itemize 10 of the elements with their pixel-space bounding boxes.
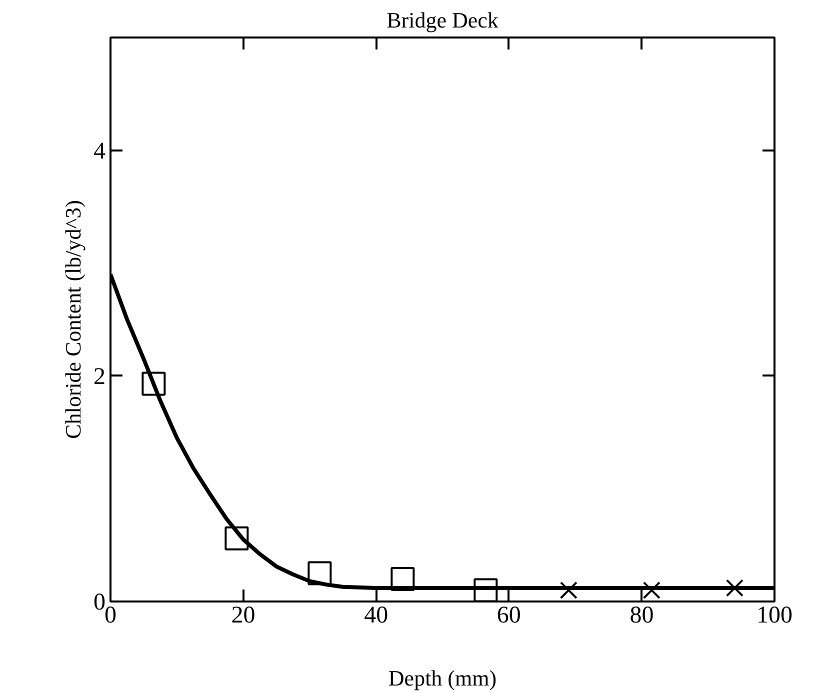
- x-tick-label: 60: [496, 602, 521, 628]
- x-tick-label: 100: [756, 602, 792, 628]
- x-tick-label: 20: [231, 602, 256, 628]
- chart-title: Bridge Deck: [386, 8, 498, 32]
- y-tick-label: 2: [94, 364, 106, 390]
- x-tick-label: 80: [630, 602, 654, 628]
- x-axis-title: Depth (mm): [388, 666, 497, 690]
- y-tick-label: 4: [94, 138, 106, 164]
- x-tick-label: 40: [364, 602, 388, 628]
- y-axis-title: Chloride Content (lb/yd^3): [60, 200, 86, 439]
